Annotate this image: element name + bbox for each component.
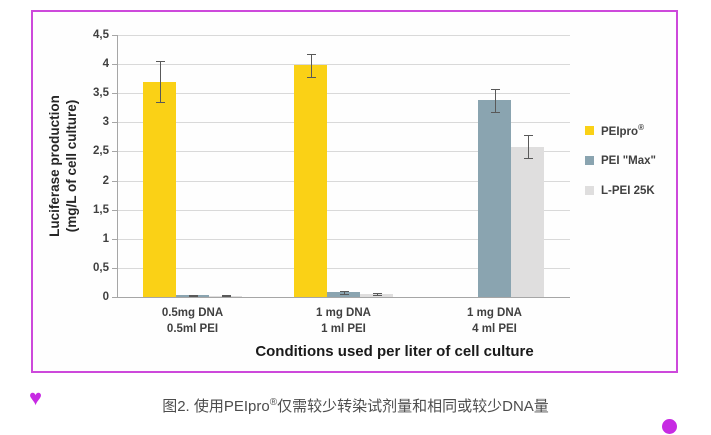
gridline: [117, 35, 570, 36]
x-axis-title: Conditions used per liter of cell cultur…: [255, 343, 534, 360]
y-tick: [112, 93, 117, 95]
y-tick-label: 3,5: [93, 87, 109, 100]
x-category-line2: 1 ml PEI: [321, 323, 366, 336]
error-bar-line: [527, 135, 529, 159]
error-bar-line: [343, 290, 345, 295]
error-bar-cap-bottom: [188, 295, 198, 297]
gridline: [117, 267, 570, 269]
error-bar-line: [310, 53, 312, 77]
error-bar-cap-top: [523, 135, 533, 137]
error-bar-line: [159, 61, 161, 102]
error-bar-cap-top: [155, 61, 165, 63]
y-tick: [112, 35, 117, 36]
gridline: [117, 209, 570, 211]
legend-item: L-PEI 25K: [585, 184, 656, 197]
error-bar-cap-bottom: [306, 76, 316, 78]
figure-frame: Luciferase production (mg/L of cell cult…: [31, 10, 678, 373]
error-bar-line: [494, 88, 496, 112]
y-tick-label: 1: [102, 232, 109, 245]
error-bar-cap-bottom: [339, 294, 349, 296]
y-tick-label: 0: [102, 291, 109, 303]
error-bar-cap-bottom: [490, 111, 500, 113]
y-tick: [112, 209, 117, 211]
y-tick-label: 2,5: [93, 145, 109, 158]
y-tick-label: 0,5: [93, 261, 109, 274]
error-bar-cap-bottom: [155, 101, 165, 103]
legend: PEIpro® PEI "Max" L-PEI 25K: [585, 123, 657, 215]
legend-item: PEI "Max": [585, 154, 657, 167]
x-category-line2: 4 ml PEI: [472, 323, 517, 336]
legend-label: PEIpro®: [601, 123, 644, 138]
y-tick: [112, 180, 117, 182]
y-tick-label: 3: [102, 116, 109, 129]
heart-icon: ♥: [29, 385, 43, 410]
x-category-label: 1 mg DNA 4 ml PEI: [425, 305, 565, 337]
bar: [511, 146, 544, 297]
x-axis-line: [117, 297, 570, 298]
figure-caption: 图2. 使用PEIpro®仅需较少转染试剂量和相同或较少DNA量: [0, 395, 711, 416]
legend-registered-sup: ®: [638, 123, 644, 133]
error-bar-line: [376, 292, 378, 296]
y-axis-line: [117, 35, 118, 297]
gridline: [117, 93, 570, 95]
legend-label: PEI "Max": [601, 154, 657, 167]
legend-swatch: [585, 156, 594, 165]
x-category-line2: 0.5ml PEI: [166, 323, 219, 336]
y-tick-label: 4,5: [93, 29, 109, 41]
bar: [143, 81, 176, 297]
gridline: [117, 238, 570, 240]
error-bar-cap-bottom: [523, 158, 533, 160]
gridline: [117, 180, 570, 182]
error-bar-cap-top: [306, 53, 316, 55]
y-tick: [112, 238, 117, 240]
bar: [294, 65, 327, 297]
error-bar-cap-top: [490, 88, 500, 90]
legend-swatch: [585, 126, 594, 135]
error-bar-cap-top: [372, 292, 382, 294]
error-bar-cap-top: [339, 290, 349, 292]
error-bar-cap-top: [221, 295, 231, 297]
x-category-label: 1 mg DNA 1 ml PEI: [274, 305, 414, 337]
error-bar-cap-bottom: [372, 295, 382, 297]
caption-prefix: 图2. 使用PEIpro: [162, 398, 270, 415]
gridline: [117, 122, 570, 124]
gridline: [117, 151, 570, 153]
x-category-line1: 1 mg DNA: [316, 307, 371, 319]
legend-label: L-PEI 25K: [601, 184, 655, 197]
x-category-line1: 1 mg DNA: [467, 307, 522, 319]
y-tick: [112, 151, 117, 153]
plot-area: 0 0,5 1 1,5 2 2,5 3 3,5 4 4,5 0.5mg DNA 0.5ml PEI 1 …: [33, 12, 676, 371]
legend-swatch: [585, 186, 594, 195]
dot-icon: [662, 419, 677, 434]
y-tick-label: 4: [102, 58, 109, 71]
y-tick-label: 1,5: [93, 203, 109, 216]
error-bar-cap-top: [188, 294, 198, 296]
caption-registered-sup: ®: [269, 397, 278, 408]
y-tick: [112, 122, 117, 124]
bar: [478, 100, 511, 297]
gridline: [117, 64, 570, 66]
legend-item: PEIpro®: [585, 123, 656, 138]
y-tick: [112, 267, 117, 269]
error-bar-cap-bottom: [221, 296, 231, 298]
y-tick: [112, 297, 117, 298]
x-category-label: 0.5mg DNA 0.5ml PEI: [123, 305, 263, 337]
y-tick: [112, 64, 117, 66]
y-tick-label: 2: [102, 174, 109, 187]
caption-suffix: 仅需较少转染试剂量和相同或较少DNA量: [277, 398, 549, 415]
x-category-line1: 0.5mg DNA: [161, 307, 224, 319]
